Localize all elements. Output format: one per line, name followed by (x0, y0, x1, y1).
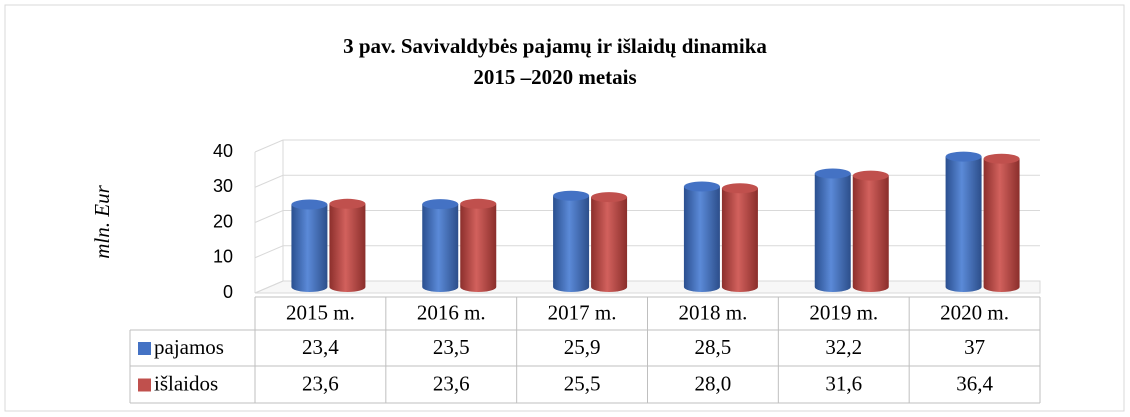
bar (683, 186, 720, 292)
bar-top (591, 192, 628, 203)
bar-top (721, 183, 758, 194)
y-tick-label: 10 (213, 247, 233, 267)
bar (721, 188, 758, 292)
bar-top (460, 198, 497, 209)
bar-top (683, 181, 720, 192)
x-tick-label: 2020 m. (940, 300, 1009, 324)
chart-subtitle: 2015 –2020 metais (473, 65, 636, 89)
bar (553, 195, 590, 292)
legend-label: išlaidos (154, 371, 218, 395)
bar-top (983, 153, 1020, 164)
bar (422, 204, 459, 292)
legend-swatch (138, 378, 151, 392)
data-label: 31,6 (825, 371, 862, 395)
bar-top (422, 199, 459, 210)
data-label: 28,5 (695, 335, 732, 359)
bar (814, 173, 851, 292)
x-tick-label: 2018 m. (678, 300, 747, 324)
bar (591, 197, 628, 292)
x-tick-label: 2016 m. (417, 300, 486, 324)
bar-top (553, 190, 590, 201)
data-label: 23,4 (302, 335, 339, 359)
floor (254, 280, 1041, 294)
bar (291, 204, 328, 292)
data-label: 25,9 (564, 335, 601, 359)
y-tick-label: 0 (223, 282, 233, 302)
bar (329, 203, 366, 292)
data-label: 23,6 (433, 371, 470, 395)
data-label: 23,6 (302, 371, 339, 395)
bar-top (814, 168, 851, 179)
y-tick-label: 30 (213, 176, 233, 196)
legend-label: pajamos (154, 335, 224, 359)
data-label: 32,2 (825, 335, 862, 359)
data-label: 36,4 (956, 371, 993, 395)
bar-top (329, 198, 366, 209)
bar (852, 175, 889, 292)
data-label: 25,5 (564, 371, 601, 395)
x-tick-label: 2015 m. (286, 300, 355, 324)
x-tick-label: 2019 m. (809, 300, 878, 324)
bar (460, 203, 497, 292)
bar (945, 156, 982, 292)
bar (983, 158, 1020, 292)
y-tick-label: 40 (213, 141, 233, 161)
y-axis-label: mln. Eur (90, 184, 114, 258)
bar-top (852, 170, 889, 181)
x-tick-label: 2017 m. (548, 300, 617, 324)
chart-title: 3 pav. Savivaldybės pajamų ir išlaidų di… (343, 34, 767, 58)
data-label: 23,5 (433, 335, 470, 359)
bar-top (945, 151, 982, 162)
data-label: 28,0 (695, 371, 732, 395)
data-label: 37 (964, 335, 985, 359)
y-tick-label: 20 (213, 211, 233, 231)
bar-top (291, 199, 328, 210)
legend-swatch (138, 342, 151, 355)
